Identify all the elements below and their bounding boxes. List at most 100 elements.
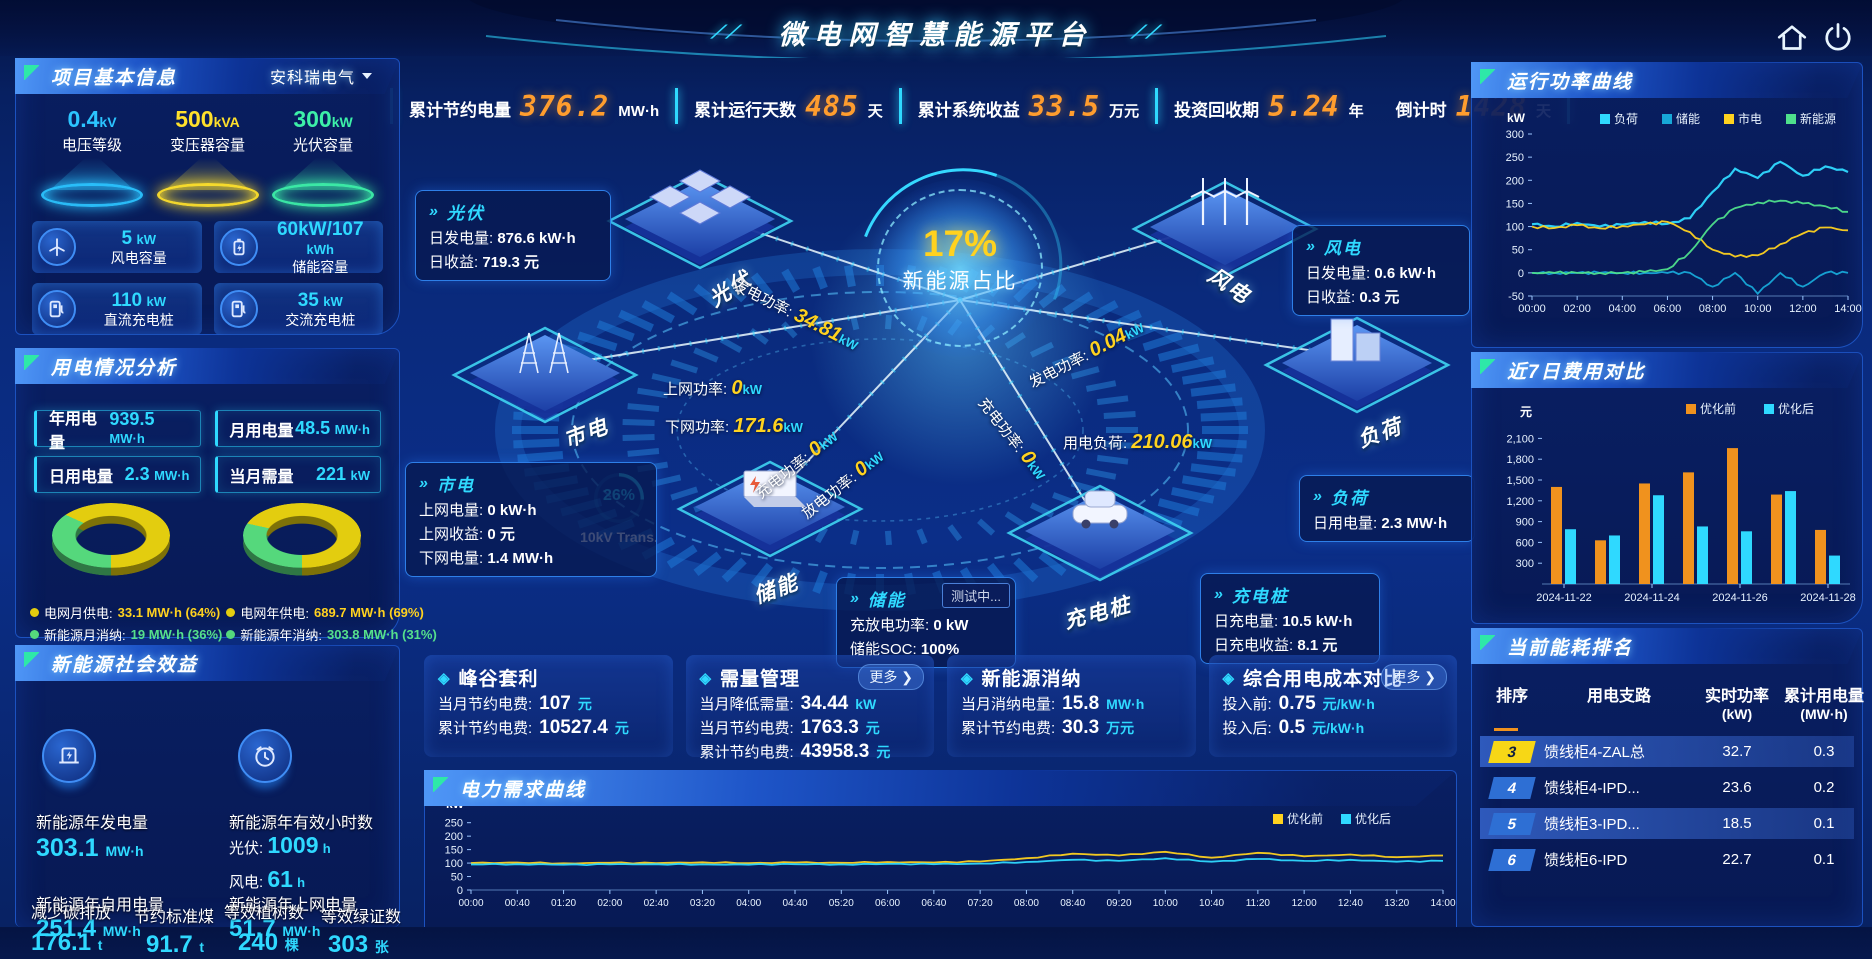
power-icon[interactable] [1820,20,1856,56]
benefit-row-value: 15.8 [1062,693,1100,714]
benefit-row: 投入后: 0.5 元/kW·h [1223,717,1444,739]
card-label: 交流充电桩 [285,311,356,328]
scroll-indicator[interactable] [1494,728,1518,732]
benefit-row-unit: 元 [614,720,629,736]
panel-title: 项目基本信息 [51,67,178,89]
table-row[interactable]: 3 馈线柜4-ZAL总 32.7 0.3 [1480,736,1854,768]
panel-title: 近7日费用对比 [1507,361,1646,383]
benefit-panel: ◈ 需量管理 更多 ❯ 当月降低需量: 34.44 kW 当月节约电费: 1763.3 元累计节… [685,655,934,762]
social-benefit-body: 新能源年发电量 303.1 MW·h 新能源年有效小时数 光伏: 1009 h … [16,681,401,958]
svg-text:08:00: 08:00 [1014,898,1039,909]
cost-compare-chart: 元 2,100 1,800 1,500 1,200 900 600 300 优化前 优化后 2024… [1506,401,1855,604]
chevron-right-icon: » [1214,585,1225,603]
benefit-row-label: 累计节约电费: [438,720,533,737]
table-row[interactable]: 4 馈线柜4-IPD... 23.6 0.2 [1480,772,1854,803]
card-value: 110 kW [111,290,167,312]
branch-name: 馈线柜6-IPD [1544,852,1628,870]
kpi-item: 累计系统收益 33.5 万元 [902,90,1155,123]
info-box-row: 日用电量: 2.3 MW·h [1313,515,1448,532]
benefit-row-value: 1763.3 [800,717,859,738]
benefit-row: 当月节约电费: 1763.3 元 [700,717,921,739]
legend-value: 303.8 MW·h (31%) [326,627,437,642]
usage-donut-legends: 电网月供电: 33.1 MW·h (64%) 电网年供电: 689.7 MW·h (6… [16,595,437,644]
svg-text:00:40: 00:40 [505,898,530,909]
svg-text:1,800: 1,800 [1506,454,1534,466]
kpi-bar: 累计节约电量 376.2 MW·h 累计运行天数 485 天累计系统收益 33.5 万元 投资回… [390,84,1571,128]
social-value: 303.1 MW·h [36,834,144,862]
company-select[interactable]: 安科瑞电气 [270,64,372,88]
svg-text:负荷: 负荷 [1614,112,1638,126]
svg-text:100: 100 [1506,222,1524,234]
node-charger[interactable] [1006,484,1194,582]
donut-legend-item: 电网年供电: 689.7 MW·h (69%) [226,603,436,622]
kpi-item: 累计节约电量 376.2 MW·h [393,90,675,123]
svg-text:50: 50 [451,872,463,884]
svg-text:06:00: 06:00 [875,898,900,909]
generation-icon [42,729,96,783]
social-value: 91.7 t [146,931,205,958]
svg-text:150: 150 [445,845,463,857]
clock-icon [238,729,292,783]
table-row[interactable]: 6 馈线柜6-IPD 22.7 0.1 [1480,844,1854,875]
svg-text:04:00: 04:00 [736,898,761,909]
capacity-pedestal: 300kW 光伏容量 [267,106,379,207]
panel-run-power-header: 运行功率曲线 [1471,62,1863,98]
usage-stat-label: 日用电量 [49,468,114,486]
legend-label: 新能源月消纳: [44,628,126,643]
panel-energy-ranking-header: 当前能耗排名 [1471,628,1863,664]
kpi-value: 376.2 [520,89,610,123]
benefit-row-value: 0.5 [1278,717,1306,738]
new-energy-ratio-hub: 17% 新能源占比 [867,179,1053,357]
title-deco-left: ⟋⟋ [711,22,741,42]
pedestal-value: 0.4kV [67,106,117,132]
info-box-row: 日发电量: 876.6 kW·h [429,230,576,247]
home-icon[interactable] [1774,20,1810,56]
capacity-card: 35 kW 交流充电桩 [213,283,383,335]
usage-stat-box: 月用电量 48.5 MW·h [214,410,381,447]
title-bar: ⟋⟋ ⟋⟋ 微电网智慧能源平台 [0,0,1872,58]
info-box-title: » 市电 [419,474,475,496]
table-column-header: 累计用电量 (MW·h) [1783,688,1864,723]
node-grid[interactable] [451,326,639,424]
pedestal-label: 电压等级 [61,137,122,154]
benefit-title: ◈ 新能源消纳 [961,669,1082,690]
node-pv[interactable] [606,169,794,270]
panel-project-info: 项目基本信息 安科瑞电气 0.4kV 电压等级 500kVA 变压器容量 300kW 光伏… [15,58,400,335]
realtime-power: 32.7 [1722,743,1752,761]
svg-text:02:00: 02:00 [597,898,622,909]
svg-text:100: 100 [445,858,463,870]
benefit-row-unit: MW·h [1106,696,1145,712]
donut-chart [51,503,172,595]
panel-title: 当前能耗排名 [1507,637,1634,659]
more-button[interactable]: 更多 ❯ [1381,664,1447,690]
page-title: 微电网智慧能源平台 [778,20,1094,50]
card-label: 储能容量 [292,259,349,276]
usage-stat-label: 月用电量 [229,422,294,440]
legend-value: 19 MW·h (36%) [130,627,223,642]
table-column-header: 实时功率 (kW) [1704,688,1769,723]
card-value: 5 kW [121,228,157,250]
benefit-title: ◈ 需量管理 [699,669,801,690]
flow-load: 用电负荷: 210.06kW [1063,431,1213,453]
usage-stat-label: 年用电量 [49,410,98,452]
svg-text:0: 0 [1518,268,1524,280]
svg-text:10:00: 10:00 [1153,898,1178,909]
legend-dot [226,608,236,617]
benefit-row: 累计节约电费: 43958.3 元 [700,741,921,763]
benefit-row-unit: 元/kW·h [1322,696,1375,712]
kpi-label: 累计运行天数 [694,100,797,120]
svg-text:1,500: 1,500 [1506,475,1534,487]
node-load[interactable] [1263,316,1451,414]
legend-label: 电网年供电: [240,606,309,621]
info-box-title: » 光伏 [429,202,485,224]
benefit-row-value: 0.75 [1278,693,1316,714]
legend-value: 689.7 MW·h (69%) [313,605,424,620]
chevron-right-icon: » [419,474,430,492]
svg-text:04:00: 04:00 [1609,303,1637,315]
more-button[interactable]: 更多 ❯ [858,664,924,690]
node-storage[interactable] [676,460,864,558]
node-wind[interactable] [1131,178,1319,278]
panel-title: 电力需求曲线 [460,779,587,801]
table-row[interactable]: 5 馈线柜3-IPD... 18.5 0.1 [1480,808,1854,840]
